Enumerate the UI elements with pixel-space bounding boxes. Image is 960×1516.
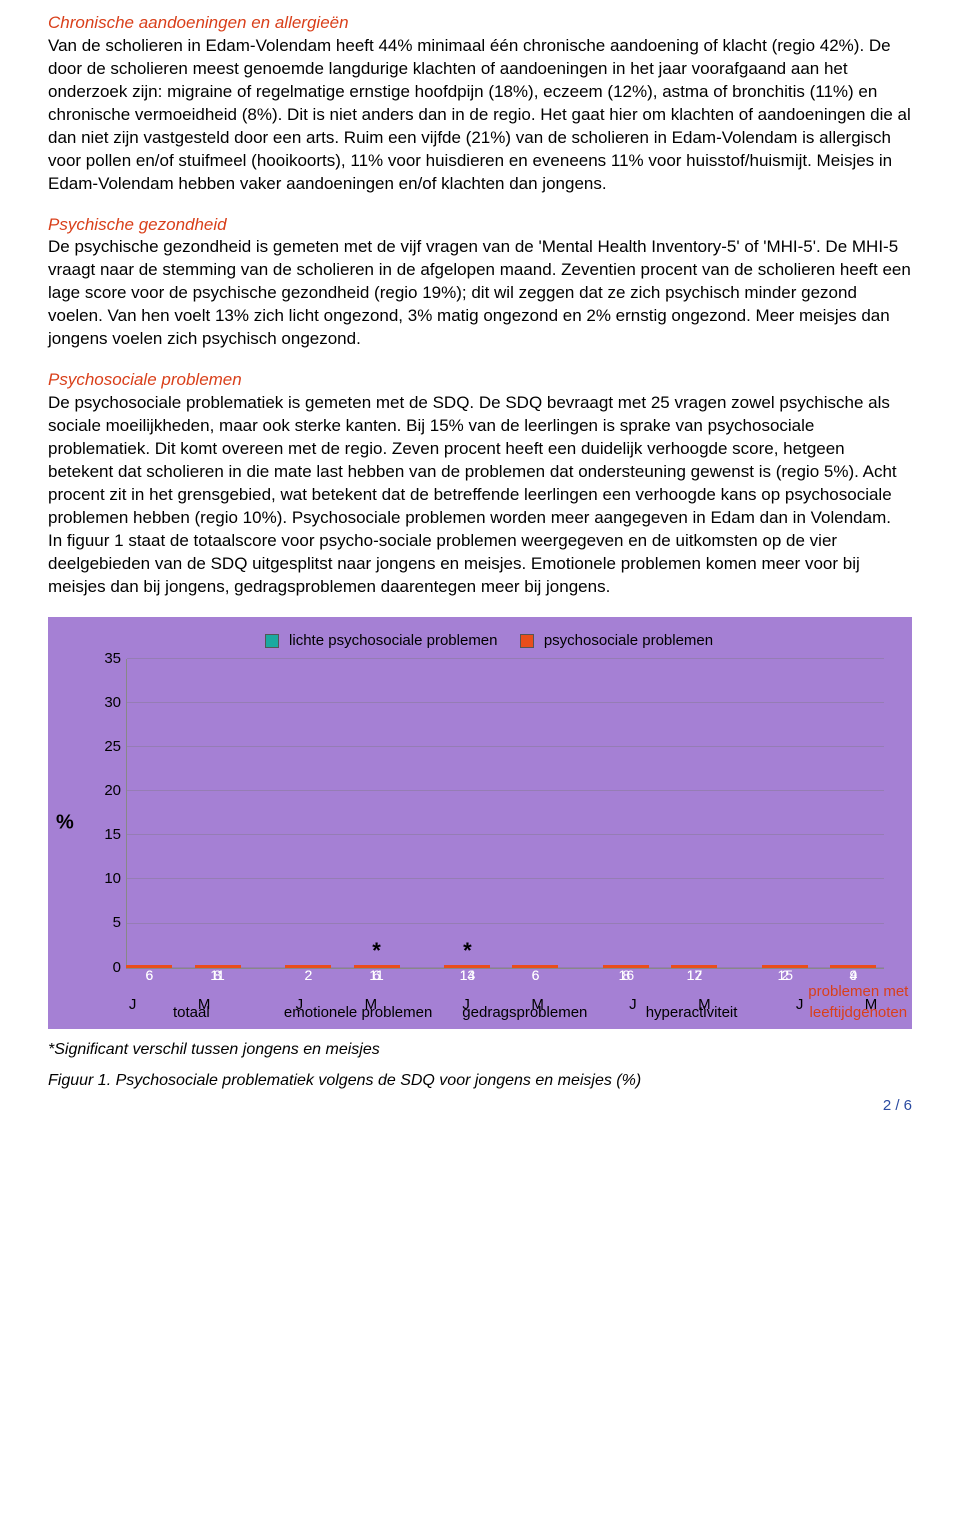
body-psychosociale: De psychosociale problematiek is gemeten… [48,393,897,596]
y-tick: 0 [93,958,121,978]
body-chronische: Van de scholieren in Edam-Volendam heeft… [48,36,911,193]
group-label: hyperactiviteit [617,1003,767,1023]
section-3: Psychosociale problemen De psychosociale… [48,369,912,598]
y-axis-label: % [56,809,74,836]
group-label: totaal [116,1003,266,1023]
heading-psychosociale: Psychosociale problemen [48,370,242,389]
y-tick: 25 [93,737,121,757]
significance-star: * [372,936,381,966]
bar-upper: 4 [830,965,876,968]
bar-upper: 6 [126,965,172,968]
chart-legend: lichte psychosociale problemen psychosoc… [66,631,894,651]
y-tick: 30 [93,693,121,713]
bar-upper: 8 [195,965,241,968]
heading-chronische: Chronische aandoeningen en allergieën [48,13,349,32]
y-tick: 10 [93,869,121,889]
sdq-chart: lichte psychosociale problemen psychosoc… [48,617,912,1029]
y-tick: 20 [93,781,121,801]
heading-psychische: Psychische gezondheid [48,215,227,234]
bar-upper: 16 [603,965,649,968]
page-number: 2 / 6 [48,1096,912,1116]
y-tick: 15 [93,825,121,845]
bar-upper: 6 [512,965,558,968]
section-2: Psychische gezondheid De psychische gezo… [48,214,912,352]
legend-swatch-upper [520,634,534,648]
group-label: problemen met leeftijdgenoten [783,982,933,1023]
legend-swatch-lower [265,634,279,648]
body-psychische: De psychische gezondheid is gemeten met … [48,237,911,348]
y-tick: 35 [93,649,121,669]
chart-caption: Figuur 1. Psychosociale problematiek vol… [48,1070,912,1092]
bar-upper: 17 [671,965,717,968]
bar-upper: 2 [285,965,331,968]
significance-star: * [463,936,472,966]
bar-upper: 2 [762,965,808,968]
y-tick: 5 [93,913,121,933]
chart-footnote: *Significant verschil tussen jongens en … [48,1039,912,1061]
section-1: Chronische aandoeningen en allergieën Va… [48,12,912,196]
chart-plot-area: 051015202530356611822611*1314*6681612171… [126,659,884,969]
group-label: emotionele problemen [283,1003,433,1023]
legend-upper-label: psychosociale problemen [544,632,713,649]
legend-lower-label: lichte psychosociale problemen [289,632,497,649]
group-label: gedragsproblemen [450,1003,600,1023]
